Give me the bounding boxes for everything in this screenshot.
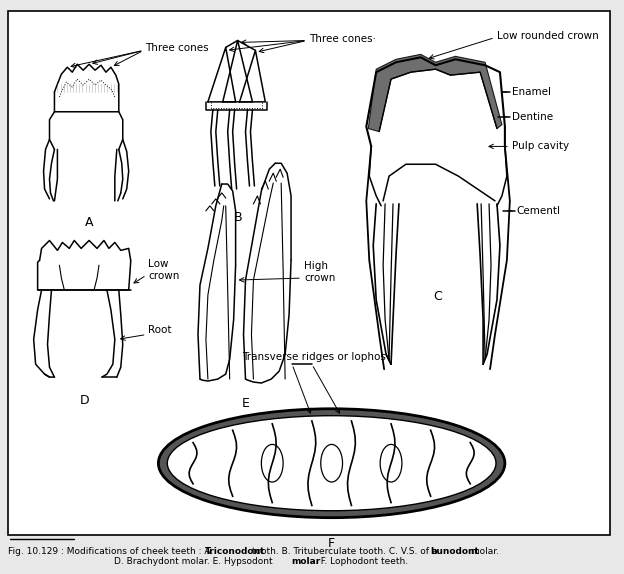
Polygon shape bbox=[368, 55, 502, 131]
Text: D: D bbox=[79, 394, 89, 407]
Text: Pulp cavity: Pulp cavity bbox=[512, 141, 569, 152]
Ellipse shape bbox=[167, 416, 496, 511]
Text: Triconodont: Triconodont bbox=[205, 548, 265, 556]
Text: Root: Root bbox=[149, 324, 172, 335]
Text: Transverse ridges or lophos: Transverse ridges or lophos bbox=[243, 352, 386, 362]
Text: High
crown: High crown bbox=[304, 261, 335, 283]
Text: F: F bbox=[328, 537, 335, 550]
FancyBboxPatch shape bbox=[8, 11, 610, 536]
Text: A: A bbox=[85, 216, 94, 228]
Text: Low rounded crown: Low rounded crown bbox=[497, 30, 598, 41]
Text: Enamel: Enamel bbox=[512, 87, 551, 97]
Text: Low
crown: Low crown bbox=[149, 259, 180, 281]
Text: B: B bbox=[233, 211, 242, 224]
Text: molar: molar bbox=[291, 557, 320, 567]
Text: C: C bbox=[433, 290, 442, 303]
Text: molar.: molar. bbox=[468, 548, 499, 556]
Text: Cementl: Cementl bbox=[517, 205, 561, 216]
Text: D. Brachydont molar. E. Hypsodont: D. Brachydont molar. E. Hypsodont bbox=[114, 557, 275, 567]
Text: . F. Lophodont teeth.: . F. Lophodont teeth. bbox=[315, 557, 408, 567]
Text: bunodont: bunodont bbox=[431, 548, 479, 556]
Text: Fig. 10.129 : Modifications of cheek teeth : A.: Fig. 10.129 : Modifications of cheek tee… bbox=[8, 548, 216, 556]
Ellipse shape bbox=[158, 409, 505, 518]
Text: Dentine: Dentine bbox=[512, 112, 553, 122]
Text: Three cones·: Three cones· bbox=[309, 33, 376, 44]
Text: Three cones: Three cones bbox=[145, 44, 209, 53]
Text: tooth. B. Trituberculate tooth. C. V.S. of a: tooth. B. Trituberculate tooth. C. V.S. … bbox=[250, 548, 441, 556]
Text: E: E bbox=[241, 397, 250, 410]
